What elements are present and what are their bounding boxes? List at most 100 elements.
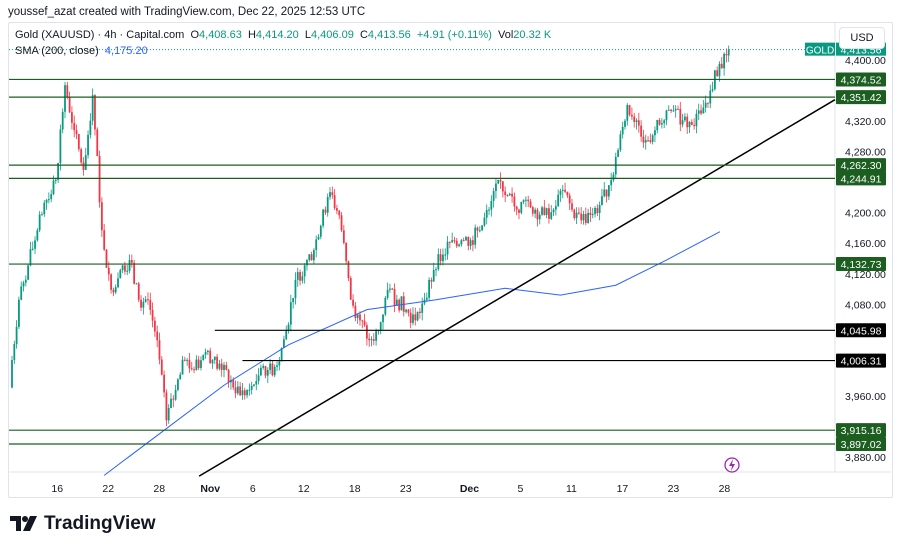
candle-body (515, 206, 518, 210)
candle-body (103, 230, 106, 250)
candle-body (467, 237, 470, 246)
volume-value: 20.32 K (513, 29, 552, 41)
lightning-icon[interactable] (724, 457, 740, 473)
candle-body (156, 331, 159, 341)
candle-body (667, 109, 670, 111)
candle-body (352, 299, 354, 306)
candle-body (356, 314, 359, 318)
candle-body (578, 212, 580, 214)
candle-body (631, 114, 633, 117)
candle-body (165, 392, 168, 421)
candle-body (448, 241, 451, 243)
candle-body (370, 339, 373, 341)
candle-body (462, 240, 465, 242)
candle-body (573, 209, 576, 219)
candle-body (266, 369, 269, 376)
tradingview-logo[interactable]: TradingView (10, 513, 156, 535)
candle-body (273, 366, 276, 376)
candle-body (481, 225, 484, 231)
candle-body (269, 363, 272, 370)
candle-body (287, 324, 290, 331)
candle-body (354, 305, 357, 318)
candle-body (693, 124, 696, 127)
sma-row[interactable]: SMA (200, close) 4,175.20 (15, 43, 551, 59)
candle-body (34, 240, 36, 249)
candle-body (77, 134, 80, 150)
candle-body (43, 202, 46, 215)
candle-body (492, 191, 495, 201)
candle-body (504, 191, 507, 196)
candle-body (149, 299, 152, 310)
candle-body (372, 339, 375, 341)
candle-body (580, 213, 583, 221)
candle-body (45, 199, 48, 203)
open-label: O (190, 29, 200, 41)
candle-body (91, 95, 94, 121)
candle-body (660, 123, 663, 125)
candle-body (679, 108, 682, 125)
currency-button[interactable]: USD (839, 27, 885, 49)
low-value: 4,406.09 (311, 29, 354, 41)
low-label: L (304, 29, 311, 41)
candle-body (416, 311, 419, 321)
candle-body (324, 209, 327, 213)
candle-body (151, 309, 154, 321)
candle-body (527, 199, 530, 202)
time-tick-label: 6 (250, 483, 256, 495)
candle-body (656, 119, 659, 131)
candle-body (485, 209, 488, 218)
candle-body (601, 196, 603, 206)
candle-body (239, 386, 242, 396)
candle-body (543, 207, 546, 215)
time-tick-label: 28 (719, 483, 731, 495)
candle-body (310, 254, 313, 261)
symbol-info[interactable]: Gold (XAUUSD) · 4h · Capital.com (15, 29, 185, 41)
candle-body (47, 199, 50, 201)
candle-body (536, 209, 539, 220)
candle-body (20, 286, 23, 300)
candle-body (126, 270, 129, 272)
candle-body (488, 209, 490, 211)
candle-body (211, 360, 214, 364)
candle-body (163, 374, 165, 393)
candle-body (133, 262, 136, 284)
candle-body (119, 269, 122, 279)
candle-body (418, 311, 421, 313)
candle-body (386, 289, 389, 298)
candle-body (75, 130, 78, 135)
candle-body (193, 369, 195, 371)
candle-body (135, 283, 138, 285)
change-value: +4.91 (+0.11%) (416, 29, 492, 41)
candle-body (158, 340, 161, 360)
level-price-label: 4,374.52 (841, 74, 882, 86)
candle-body (13, 344, 16, 361)
candle-body (382, 314, 384, 323)
candle-body (405, 309, 407, 312)
candle-body (633, 116, 636, 122)
candle-body (213, 356, 216, 361)
candle-body (584, 213, 587, 223)
level-price-tag (836, 158, 886, 173)
level-price-tag (836, 257, 886, 272)
candle-body (674, 108, 677, 111)
price-tick-label: 4,080.00 (845, 299, 886, 311)
trendline (198, 99, 836, 477)
candle-body (497, 179, 500, 184)
candle-body (100, 202, 103, 231)
candle-body (255, 381, 258, 385)
candle-body (619, 134, 622, 151)
candle-body (412, 314, 414, 323)
close-label: C (359, 29, 368, 41)
time-tick-label: 22 (102, 483, 114, 495)
candle-body (658, 119, 661, 125)
candles (11, 45, 730, 427)
symbol-tag (805, 42, 835, 56)
candle-body (172, 398, 175, 400)
candle-body (257, 375, 260, 382)
candle-body (283, 339, 285, 348)
candle-body (308, 254, 311, 260)
candle-body (98, 156, 101, 203)
candle-body (458, 244, 460, 247)
candle-body (654, 130, 656, 136)
